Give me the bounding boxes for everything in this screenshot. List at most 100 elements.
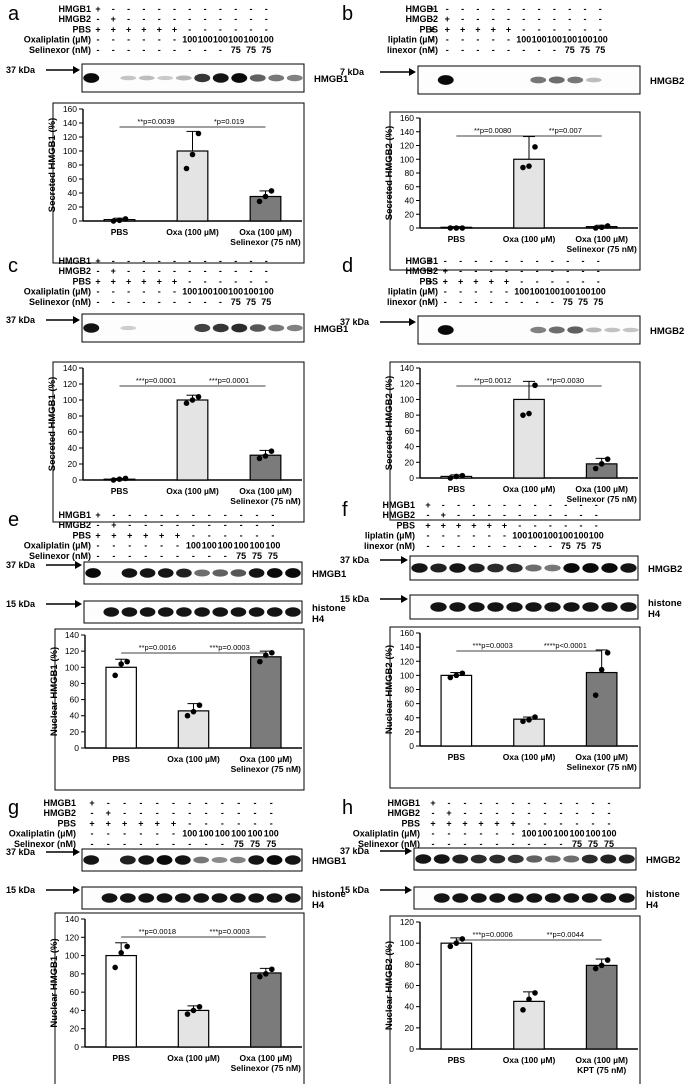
panel-e-y-tick-label: 100 [65, 662, 79, 672]
panel-f-row-cell: - [503, 541, 506, 551]
panel-h-blot-band [544, 855, 561, 863]
panel-a-row-cell: + [95, 4, 100, 14]
panel-b-row-cell: - [492, 4, 495, 14]
panel-h-row-cell: - [608, 798, 611, 808]
panel-a-y-tick-label: 160 [63, 104, 77, 114]
panel-c-blot-band [120, 325, 137, 331]
panel-b-row-cell: + [445, 14, 450, 24]
panel-h-blot-band [526, 855, 543, 863]
panel-h-row-cell: - [480, 808, 483, 818]
panel-f-row-cell: - [503, 510, 506, 520]
panel-a-row-cell: - [158, 35, 161, 45]
panel-c-row-cell: 100 [259, 287, 274, 297]
panel-h-blot-band [544, 893, 561, 903]
panel-g-marker-arrow-head [73, 848, 80, 856]
panel-b-row-cell: 100 [562, 35, 577, 45]
panel-a-significance-label: *p=0.019 [214, 117, 244, 126]
panel-h-row-label: PBS [401, 818, 420, 828]
panel-g-row-cell: + [171, 818, 176, 828]
panel-h-row-cell: 100 [601, 829, 616, 839]
panel-b-row-cell: - [446, 35, 449, 45]
panel-f-row-cell: 75 [576, 541, 586, 551]
panel-g-row-cell: - [270, 818, 273, 828]
panel-g-row-cell: - [123, 839, 126, 849]
panel-c-row-cell: - [265, 266, 268, 276]
panel-a-y-tick-label: 80 [68, 160, 78, 170]
panel-c-x-tick-label: Oxa (100 µM) [239, 486, 292, 496]
panel-b-row-cell: + [475, 24, 480, 34]
panel-b-row-cell: - [507, 4, 510, 14]
panel-c-row-cell: - [173, 287, 176, 297]
panel-a-row-cell: - [173, 45, 176, 55]
panel-d-row-cell: - [582, 266, 585, 276]
panel-d-row-cell: - [429, 297, 432, 307]
panel-c-row-cell: - [112, 256, 115, 266]
panel-e-y-axis-title: Nuclear HMGB1 (%) [49, 647, 60, 736]
panel-g-row-cell: - [205, 808, 208, 818]
panel-g-data-point [190, 1007, 197, 1014]
panel-g-letter: g [8, 797, 19, 819]
panel-b-row-cell: + [506, 24, 511, 34]
panel-h-marker-arrow-head [405, 847, 412, 855]
panel-e-row-cell: 100 [249, 541, 264, 551]
panel-h-significance-label: **p=0.0044 [547, 930, 584, 939]
panel-h-row-cell: - [560, 808, 563, 818]
panel-h-row-cell: - [448, 839, 451, 849]
panel-f: f HMGB1 + - - - - - - - - - - -HMGB2- + - - - - - - - - - -PBS + +… [340, 499, 682, 789]
panel-g-x-tick-label: Oxa (100 µM) [167, 1053, 220, 1063]
panel-d-chart-frame [389, 361, 641, 521]
panel-h-row-cell: - [608, 818, 611, 828]
panel-c-y-tick-label: 0 [72, 475, 77, 485]
panel-h-row-cell: 75 [572, 839, 582, 849]
panel-f-marker-label: 15 kDa [340, 594, 370, 604]
panel-c-row-cell: - [97, 287, 100, 297]
panel-a-data-point [195, 130, 202, 137]
panel-d-row-cell: - [429, 287, 432, 297]
panel-g-row-cell: 75 [250, 839, 260, 849]
panel-e-row-cell: - [176, 520, 179, 530]
panel-h-bar [513, 1000, 545, 1050]
panel-f-blot-band [563, 563, 580, 573]
panel-h-blot-frame [413, 886, 637, 910]
panel-d-row-cell: - [520, 297, 523, 307]
panel-g-y-axis-title: Nuclear HMGB1 (%) [49, 938, 60, 1027]
panel-g-y-tick-label: 40 [70, 1005, 80, 1015]
panel-f-row-cell: 100 [543, 531, 558, 541]
panel-g-marker-label: 15 kDa [6, 885, 36, 895]
panel-f-blot-band [582, 563, 599, 573]
panel-f-bar [585, 671, 618, 747]
panel-f-blot-band [430, 602, 447, 612]
panel-d-row-cell: - [459, 287, 462, 297]
panel-h-row-cell: 100 [521, 829, 536, 839]
panel-d-row-cell: - [597, 256, 600, 266]
panel-h-row-cell: - [512, 839, 515, 849]
panel-g-data-point [257, 973, 263, 980]
panel-e-row-cell: - [208, 520, 211, 530]
panel-h-row-cell: 100 [569, 829, 584, 839]
panel-d-row-cell: - [551, 256, 554, 266]
panel-a-row-cell: - [142, 35, 145, 45]
panel-d-row-cell: - [597, 266, 600, 276]
panel-f-y-tick-label: 20 [405, 727, 415, 737]
panel-a-blot-band [138, 75, 155, 81]
panel-h-row-cell: - [528, 818, 531, 828]
panel-g-row-label: Oxaliplatin (µM) [9, 829, 76, 839]
panel-f-row-cell: - [518, 510, 521, 520]
panel-b-row-cell: 75 [580, 45, 590, 55]
panel-c-row-cell: - [112, 287, 115, 297]
panel-g-row-cell: - [205, 798, 208, 808]
panel-a-row-cell: - [158, 14, 161, 24]
panel-f-row-cell: - [549, 541, 552, 551]
panel-c-row-cell: - [158, 287, 161, 297]
panel-a-row-cell: - [234, 4, 237, 14]
panel-b-row-cell: - [476, 35, 479, 45]
panel-f-blot-band [525, 602, 542, 612]
panel-g-chart-frame [54, 912, 305, 1084]
panel-h-y-tick-label: 120 [400, 917, 414, 927]
panel-h-row-label: Oxaliplatin (µM) [353, 829, 420, 839]
panel-c-data-point [189, 397, 196, 403]
panel-b-row-cell: + [429, 24, 434, 34]
panel-c-data-point [183, 400, 190, 407]
panel-c-marker-label: 37 kDa [6, 315, 36, 325]
